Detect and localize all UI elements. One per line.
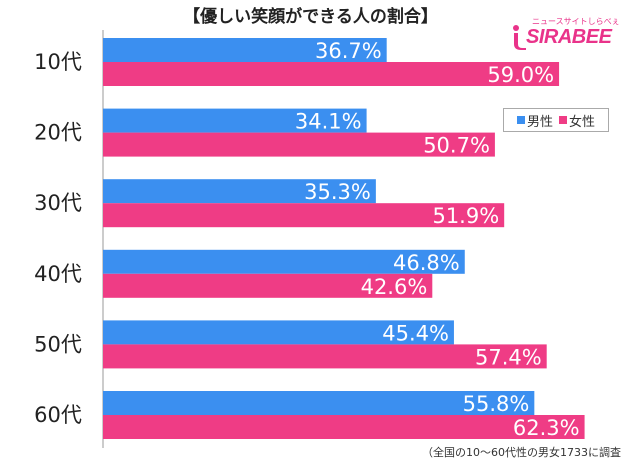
data-label-female: 42.6% <box>361 275 428 299</box>
logo-brand: SIRABEE <box>526 26 612 48</box>
legend-label-male: 男性 <box>526 114 553 130</box>
data-label-female: 62.3% <box>513 416 580 440</box>
category-label: 40代 <box>34 262 82 286</box>
bar-female <box>103 344 547 369</box>
data-label-female: 57.4% <box>475 345 542 369</box>
category-label: 10代 <box>34 50 82 74</box>
survey-note: （全国の10～60代性の男女1733に調査） <box>422 446 621 459</box>
legend-item-male: 男性 <box>516 111 553 130</box>
data-label-male: 36.7% <box>315 39 382 63</box>
data-label-male: 46.8% <box>393 251 460 275</box>
chart-title: 【優しい笑顔ができる人の割合】 <box>183 7 438 27</box>
bar-female <box>103 132 495 157</box>
legend-swatch-female <box>559 116 567 124</box>
logo-mark-icon <box>513 25 526 50</box>
data-label-male: 55.8% <box>463 392 530 416</box>
data-label-female: 59.0% <box>487 63 554 87</box>
legend-label-female: 女性 <box>569 114 596 130</box>
bar-female <box>103 273 433 298</box>
data-label-male: 45.4% <box>382 321 449 345</box>
bar-female <box>103 415 585 439</box>
logo-kana: ニュースサイトしらべぇ <box>532 17 620 26</box>
data-label-male: 34.1% <box>295 110 362 134</box>
category-label: 50代 <box>34 332 82 356</box>
bar-male <box>103 179 376 204</box>
category-label: 30代 <box>34 191 82 215</box>
bar-male <box>103 320 454 345</box>
category-label: 20代 <box>34 121 82 145</box>
chart-legend: 男性 女性 <box>503 108 609 132</box>
category-label: 60代 <box>34 403 82 427</box>
bar-female <box>103 62 560 86</box>
bar-female <box>103 203 505 228</box>
data-label-female: 51.9% <box>432 204 499 228</box>
bar-male <box>103 38 387 62</box>
data-label-male: 35.3% <box>304 180 371 204</box>
bar-male <box>103 391 535 415</box>
bar-male <box>103 108 367 133</box>
sirabee-logo: ニュースサイトしらべぇ SIRABEE <box>504 16 620 56</box>
legend-item-female: 女性 <box>559 111 595 130</box>
data-label-female: 50.7% <box>423 134 490 158</box>
legend-swatch-male <box>516 116 525 124</box>
bar-male <box>103 249 465 274</box>
